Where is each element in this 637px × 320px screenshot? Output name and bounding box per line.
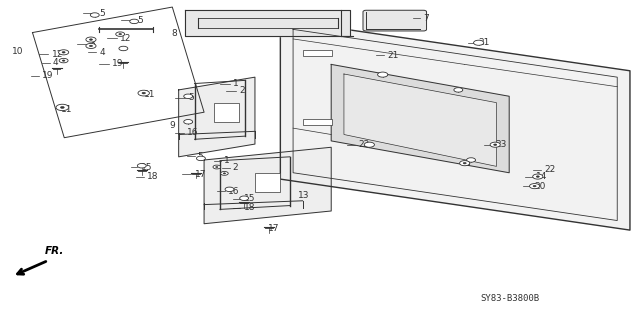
Polygon shape <box>178 77 255 157</box>
FancyBboxPatch shape <box>363 10 427 31</box>
Text: 11: 11 <box>144 90 155 99</box>
Circle shape <box>183 120 192 124</box>
Text: 8: 8 <box>171 29 177 38</box>
Circle shape <box>138 90 150 96</box>
Text: 18: 18 <box>147 172 159 181</box>
Text: 16: 16 <box>187 128 199 137</box>
Text: 16: 16 <box>228 187 240 196</box>
Circle shape <box>196 156 205 161</box>
Circle shape <box>364 142 375 147</box>
Circle shape <box>378 72 388 77</box>
Text: 19: 19 <box>112 59 124 68</box>
Circle shape <box>463 163 466 164</box>
Bar <box>303 119 331 124</box>
Text: 21: 21 <box>387 51 399 60</box>
Text: 5: 5 <box>99 9 105 18</box>
Circle shape <box>454 88 463 92</box>
Circle shape <box>90 13 99 17</box>
Circle shape <box>89 45 92 47</box>
Text: 18: 18 <box>243 203 255 212</box>
Text: 22: 22 <box>544 165 555 174</box>
Circle shape <box>536 176 540 177</box>
Circle shape <box>224 173 225 174</box>
Circle shape <box>59 58 68 63</box>
Circle shape <box>59 50 69 55</box>
Circle shape <box>142 92 145 94</box>
Circle shape <box>62 52 65 53</box>
Circle shape <box>213 165 220 169</box>
Text: 5: 5 <box>188 93 194 102</box>
Text: 6: 6 <box>464 159 471 168</box>
Circle shape <box>62 60 65 61</box>
Circle shape <box>119 46 128 51</box>
Polygon shape <box>185 10 350 36</box>
Circle shape <box>220 172 228 175</box>
Text: FR.: FR. <box>45 245 64 256</box>
Text: 12: 12 <box>120 34 132 43</box>
Text: 5: 5 <box>197 152 203 161</box>
Circle shape <box>183 94 192 99</box>
Text: 17: 17 <box>268 224 279 233</box>
Text: 2: 2 <box>233 164 238 172</box>
Polygon shape <box>280 20 630 230</box>
Circle shape <box>56 104 69 111</box>
Circle shape <box>490 142 500 147</box>
Text: 20: 20 <box>534 182 546 191</box>
Polygon shape <box>331 64 509 173</box>
Circle shape <box>240 196 248 200</box>
Text: 12: 12 <box>52 50 63 59</box>
Circle shape <box>533 185 536 187</box>
Text: 14: 14 <box>536 172 547 181</box>
Circle shape <box>130 19 139 24</box>
Polygon shape <box>344 74 496 166</box>
Circle shape <box>86 44 96 49</box>
Circle shape <box>529 184 540 189</box>
Polygon shape <box>204 147 331 224</box>
Text: 15: 15 <box>243 194 255 204</box>
Circle shape <box>86 37 96 42</box>
Text: SY83-B3800B: SY83-B3800B <box>480 294 540 303</box>
Text: 7: 7 <box>424 14 429 23</box>
Text: 17: 17 <box>194 170 206 179</box>
Text: 13: 13 <box>298 191 310 200</box>
Text: 5: 5 <box>138 16 143 25</box>
Text: 19: 19 <box>42 71 54 80</box>
Circle shape <box>494 144 497 146</box>
Circle shape <box>533 174 543 179</box>
Text: 22: 22 <box>358 140 369 149</box>
Text: 15: 15 <box>141 163 152 172</box>
Text: 4: 4 <box>53 58 59 67</box>
Text: 3: 3 <box>90 39 96 48</box>
Circle shape <box>119 34 122 35</box>
Circle shape <box>138 164 147 168</box>
Circle shape <box>216 166 218 168</box>
Circle shape <box>460 161 469 166</box>
Text: 1: 1 <box>224 156 230 165</box>
Text: 23: 23 <box>495 140 506 149</box>
Circle shape <box>473 40 483 45</box>
Text: 10: 10 <box>12 47 24 56</box>
Text: 11: 11 <box>61 105 73 114</box>
Bar <box>303 50 331 56</box>
Circle shape <box>466 158 475 162</box>
Text: 1: 1 <box>233 79 238 88</box>
Text: 21: 21 <box>478 38 490 47</box>
Circle shape <box>225 187 234 192</box>
Bar <box>255 173 280 192</box>
Bar <box>213 103 239 122</box>
Text: 9: 9 <box>169 121 175 130</box>
Circle shape <box>61 107 64 108</box>
Circle shape <box>89 39 92 40</box>
Text: 2: 2 <box>239 86 245 95</box>
Circle shape <box>116 32 125 36</box>
Text: 4: 4 <box>99 48 105 57</box>
